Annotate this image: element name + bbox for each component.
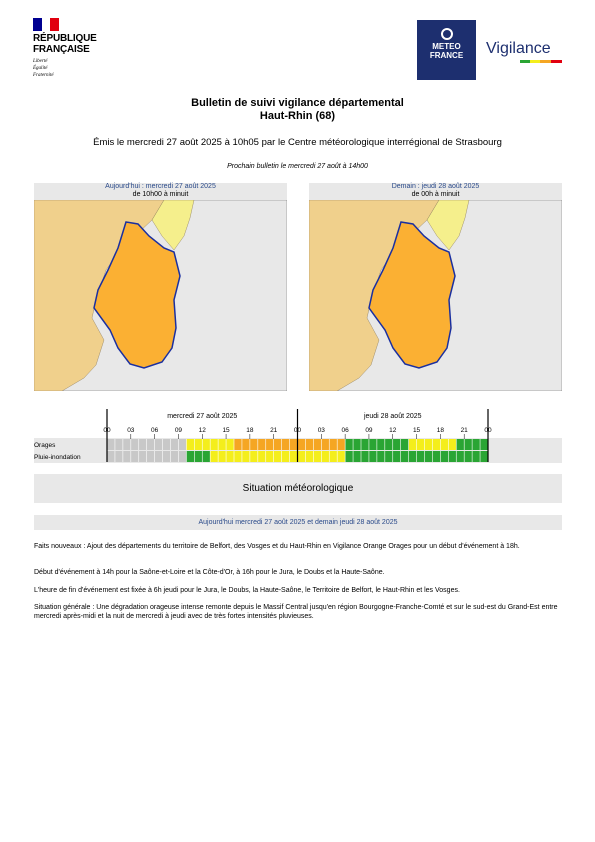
vigilance-segment [186,451,211,462]
hour-label: 15 [413,427,421,434]
hour-label: 06 [151,427,159,434]
brand: Vigilance [486,40,551,57]
vigilance-segment [210,451,346,462]
day-label: mercredi 27 août 2025 [167,413,237,420]
hour-label: 03 [127,427,135,434]
logo-line: METEO [432,42,461,51]
flag [33,18,59,31]
paragraph: Faits nouveaux : Ajout des départements … [34,543,520,550]
hour-label: 18 [437,427,445,434]
map-heading: Demain : jeudi 28 août 2025 [391,183,480,190]
republic-line: RÉPUBLIQUE [33,33,97,44]
motto: Liberté [33,59,48,64]
paragraph: L'heure de fin d'événement est fixée à 6… [34,587,460,594]
map-header: Aujourd'hui : mercredi 27 août 2025 de 1… [34,183,287,200]
title: Bulletin de suivi vigilance départementa… [0,97,595,123]
map-panel: Aujourd'hui : mercredi 27 août 2025 de 1… [34,183,287,200]
paragraph: Situation générale : Une dégradation ora… [34,604,558,620]
hour-label: 03 [318,427,326,434]
hour-label: 15 [222,427,230,434]
hour-label: 21 [270,427,278,434]
situation-title: Situation météorologique [34,474,562,503]
map [34,200,287,391]
hour-label: 09 [365,427,373,434]
hour-label: 18 [246,427,254,434]
title-line: Haut-Rhin (68) [259,110,336,122]
logo-text: METEO FRANCE [417,42,476,60]
title-line: Bulletin de suivi vigilance départementa… [191,97,404,109]
map-period: de 00h à minuit [411,191,460,198]
row-label: Orages [34,442,56,449]
map-period: de 10h00 à minuit [132,191,189,198]
situation-subheading: Aujourd'hui mercredi 27 août 2025 et dem… [34,515,562,530]
next-bulletin: Prochain bulletin le mercredi 27 août à … [227,163,368,170]
paragraph: Début d'événement à 14h pour la Saône-et… [34,569,385,576]
day-label: jeudi 28 août 2025 [363,413,422,420]
timeline: mercredi 27 août 2025 jeudi 28 août 2025 O… [34,409,562,463]
brand-bar [520,60,562,63]
hour-label: 21 [461,427,469,434]
meteo-logo: METEO FRANCE [417,20,476,80]
motto: Fraternité [33,73,54,78]
issued: Émis le mercredi 27 août 2025 à 10h05 pa… [93,137,502,148]
map [309,200,562,391]
motto: Égalité [33,66,48,71]
hour-label: 12 [389,427,397,434]
hour-label: 09 [175,427,183,434]
map-heading: Aujourd'hui : mercredi 27 août 2025 [105,183,216,190]
map-header: Demain : jeudi 28 août 2025 de 00h à min… [309,183,562,200]
hour-label: 06 [342,427,350,434]
hour-label: 12 [199,427,207,434]
logo-icon [441,28,453,40]
republic-line: FRANÇAISE [33,44,90,55]
map-panel: Demain : jeudi 28 août 2025 de 00h à min… [309,183,562,200]
logo-line: FRANCE [429,51,464,60]
row-label: Pluie-inondation [34,454,81,461]
